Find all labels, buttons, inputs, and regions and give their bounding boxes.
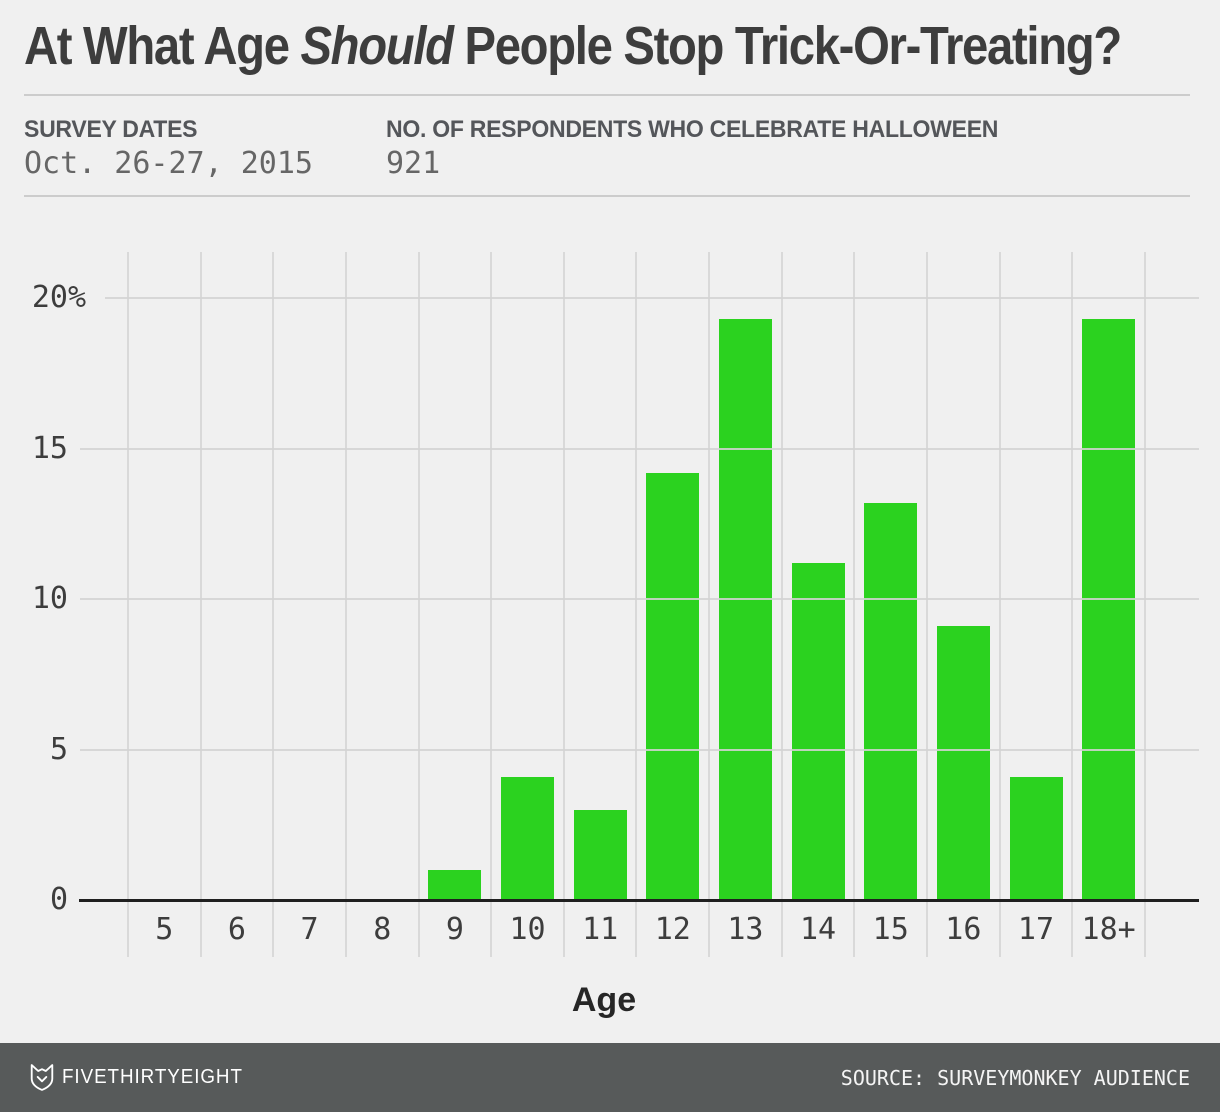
vertical-gridline bbox=[272, 252, 275, 957]
x-axis-tick-label: 17 bbox=[1017, 912, 1055, 947]
x-axis-title: Age bbox=[571, 981, 637, 1019]
vertical-gridline bbox=[708, 252, 711, 957]
x-axis-tick-label: 5 bbox=[155, 912, 174, 947]
x-axis-tick-label: 11 bbox=[582, 912, 619, 947]
vertical-gridline bbox=[417, 252, 420, 957]
bar-age-18+ bbox=[1082, 319, 1136, 900]
x-axis-tick-label: 13 bbox=[727, 912, 764, 947]
bar-age-9 bbox=[428, 869, 482, 900]
y-axis-tick-label: 20% bbox=[31, 280, 87, 315]
vertical-gridline bbox=[998, 252, 1001, 957]
title-italic-word: Should bbox=[300, 16, 454, 76]
survey-dates-value: Oct. 26-27, 2015 bbox=[24, 146, 313, 181]
survey-dates-label: SURVEY DATES bbox=[24, 116, 198, 143]
header-divider-top bbox=[24, 94, 1190, 96]
page-title: At What Age Should People Stop Trick-Or-… bbox=[24, 16, 1197, 76]
vertical-gridline bbox=[344, 252, 347, 957]
y-axis-tick-label: 10 bbox=[31, 581, 68, 616]
bar-age-14 bbox=[791, 562, 845, 900]
vertical-gridline bbox=[199, 252, 202, 957]
percent-suffix: % bbox=[68, 280, 87, 315]
bar-age-16 bbox=[936, 626, 990, 900]
x-axis-tick-label: 15 bbox=[872, 912, 909, 947]
y-axis-tick-label: 5 bbox=[49, 731, 68, 767]
x-axis-tick-label: 14 bbox=[800, 912, 837, 947]
horizontal-gridline bbox=[80, 598, 1199, 600]
x-axis-tick-label: 8 bbox=[373, 912, 392, 947]
vertical-gridline bbox=[853, 252, 856, 957]
x-axis-tick-label: 7 bbox=[300, 912, 319, 947]
horizontal-gridline bbox=[80, 447, 1199, 450]
respondents-value: 921 bbox=[386, 146, 441, 181]
x-axis-tick-label: 9 bbox=[445, 912, 464, 947]
vertical-gridline bbox=[926, 252, 929, 957]
title-post: People Stop Trick-Or-Treating? bbox=[452, 16, 1123, 76]
bar-age-12 bbox=[646, 472, 700, 900]
x-axis-tick-label: 12 bbox=[654, 912, 691, 947]
bar-age-11 bbox=[573, 809, 627, 900]
source-credit: SOURCE: SURVEYMONKEY AUDIENCE bbox=[840, 1065, 1190, 1090]
respondents-label: NO. OF RESPONDENTS WHO CELEBRATE HALLOWE… bbox=[386, 116, 999, 143]
footer-bar: FIVETHIRTYEIGHT SOURCE: SURVEYMONKEY AUD… bbox=[0, 1043, 1220, 1112]
vertical-gridline bbox=[1071, 252, 1074, 957]
fivethirtyeight-logo-icon bbox=[30, 1064, 54, 1091]
horizontal-gridline bbox=[105, 297, 1199, 299]
x-axis-tick-label: 10 bbox=[509, 912, 546, 947]
header-divider-bottom bbox=[24, 195, 1190, 197]
vertical-gridline bbox=[490, 252, 493, 957]
horizontal-gridline bbox=[80, 748, 1199, 751]
x-axis-baseline bbox=[79, 899, 1199, 902]
x-axis-tick-label: 16 bbox=[945, 912, 982, 947]
vertical-gridline bbox=[127, 252, 129, 957]
vertical-gridline bbox=[780, 252, 783, 957]
y-axis-tick-label: 15 bbox=[31, 430, 68, 466]
bar-age-17 bbox=[1009, 776, 1063, 900]
x-axis-tick-label: 6 bbox=[227, 912, 246, 947]
bar-age-10 bbox=[501, 776, 555, 900]
y-axis-tick-label: 0 bbox=[49, 882, 68, 917]
x-axis-tick-label: 18+ bbox=[1081, 912, 1136, 947]
fivethirtyeight-wordmark: FIVETHIRTYEIGHT bbox=[62, 1066, 243, 1088]
bar-age-15 bbox=[864, 502, 918, 900]
vertical-gridline bbox=[635, 252, 638, 957]
title-pre: At What Age bbox=[24, 16, 301, 76]
vertical-gridline bbox=[562, 252, 565, 957]
bar-age-13 bbox=[718, 319, 772, 900]
vertical-gridline bbox=[1143, 252, 1146, 957]
